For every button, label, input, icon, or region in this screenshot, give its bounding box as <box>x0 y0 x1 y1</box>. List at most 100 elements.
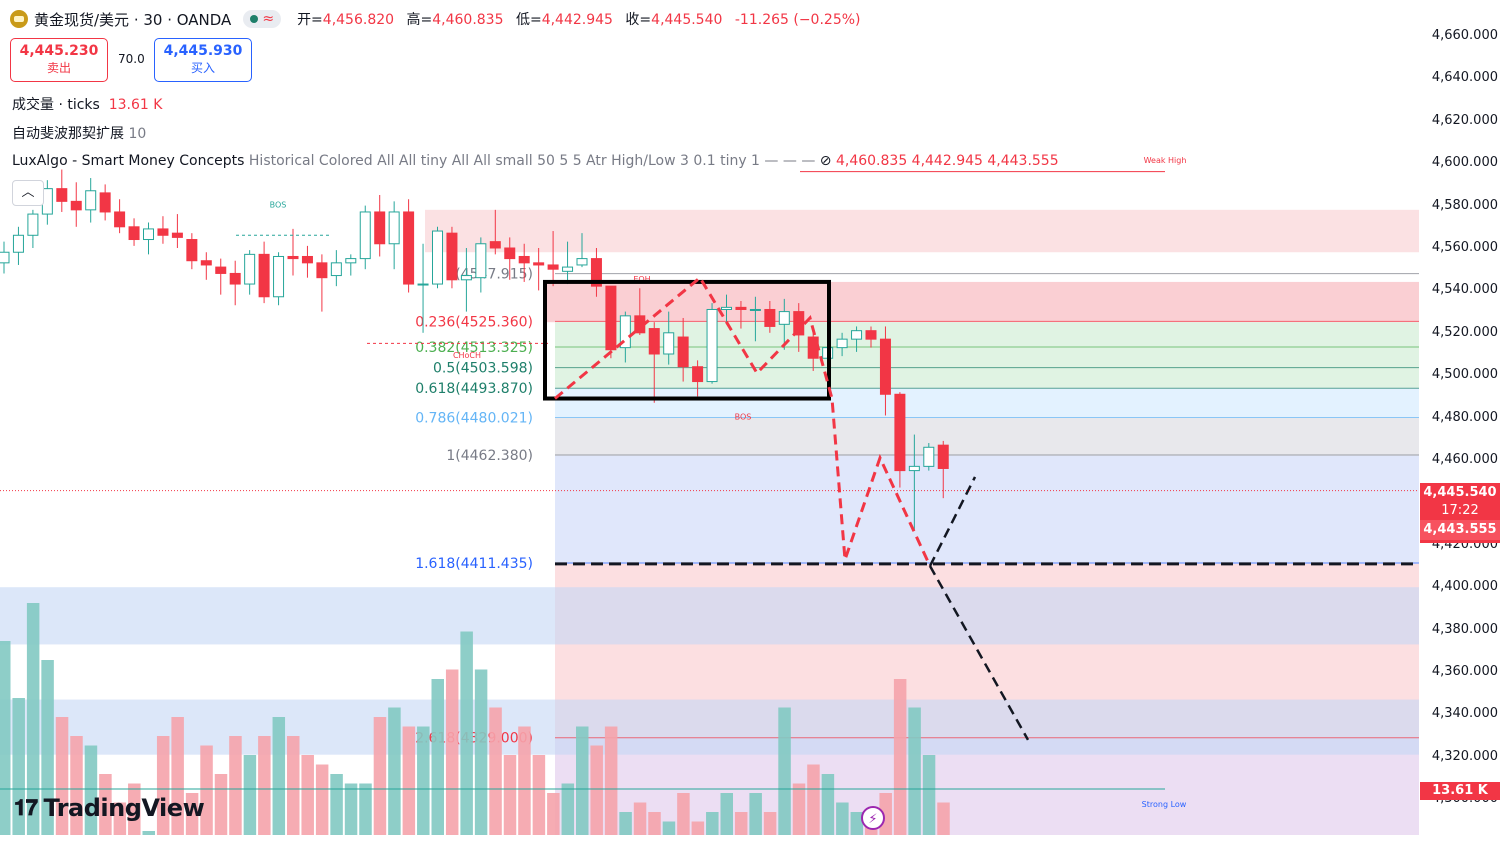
change-value: -11.265 (−0.25%) <box>734 12 861 28</box>
volume-bar <box>431 679 444 835</box>
candle-body <box>590 258 602 287</box>
volume-bar <box>171 717 184 835</box>
candle-body <box>229 272 241 285</box>
fib-1618-zone <box>555 455 1419 564</box>
volume-bar <box>662 821 676 835</box>
volume-bar <box>937 802 950 835</box>
volume-bar <box>243 755 257 835</box>
volume-bar <box>128 783 141 835</box>
candle-body <box>489 241 501 249</box>
volume-bar <box>359 783 372 835</box>
candle-body <box>518 255 530 264</box>
volume-bar <box>706 812 719 835</box>
volume-bar <box>547 793 560 835</box>
candle-body <box>663 332 675 355</box>
candle-body <box>619 315 631 349</box>
volume-bar <box>315 764 329 835</box>
collapse-legend-button[interactable]: ︿ <box>12 180 44 206</box>
sell-button[interactable]: 4,445.230 卖出 <box>10 38 108 82</box>
candle-body <box>359 211 371 260</box>
price-tick: 4,380.000 <box>1431 621 1498 637</box>
volume-bar <box>691 821 705 835</box>
candle-body <box>186 239 198 262</box>
supply-zone <box>425 209 1419 253</box>
volume-bar <box>0 641 11 835</box>
candle-body <box>143 228 154 241</box>
strong-low-label: Strong Low <box>1142 800 1187 809</box>
candle-body <box>879 338 891 395</box>
volume-bar <box>229 736 242 835</box>
price-tick: 4,560.000 <box>1431 240 1498 255</box>
price-tick: 4,540.000 <box>1431 282 1498 298</box>
volume-bar <box>330 774 343 835</box>
volume-indicator-legend[interactable]: 成交量 · ticks 13.61 K <box>12 97 163 113</box>
candle-body <box>937 444 949 469</box>
candle-body <box>778 311 790 325</box>
volume-bar <box>503 755 517 835</box>
fib-label: 0.618(4493.870) <box>415 381 533 397</box>
volume-bar <box>836 802 849 835</box>
candle-body <box>648 328 660 355</box>
wave-icon: ≈ <box>262 11 275 27</box>
candle-body <box>417 283 429 286</box>
volume-bar <box>590 745 603 835</box>
market-status[interactable]: ≈ <box>243 10 282 28</box>
volume-bar <box>287 736 300 835</box>
price-tick: 4,620.000 <box>1431 112 1498 128</box>
candle-body <box>836 338 848 349</box>
fib-indicator-legend[interactable]: 自动斐波那契扩展 10 <box>12 126 147 142</box>
volume-bar <box>70 736 83 835</box>
eqh-label: EQH <box>633 275 650 284</box>
fib-0786-zone <box>555 387 1419 418</box>
bos-label: BOS <box>270 201 287 210</box>
candle-body <box>460 275 472 281</box>
fib-label: 0.236(4525.360) <box>415 314 533 330</box>
spread-value: 70.0 <box>118 52 145 66</box>
price-tick: 4,320.000 <box>1431 748 1498 764</box>
volume-bar <box>344 783 358 835</box>
symbol-title[interactable]: 黄金现货/美元 · 30 · OANDA <box>34 10 232 29</box>
lightning-icon[interactable]: ⚡ <box>861 806 885 830</box>
volume-bar <box>258 736 271 835</box>
chevron-up-icon: ︿ <box>21 185 35 200</box>
volume-bar <box>576 726 589 835</box>
volume-bar <box>445 669 459 835</box>
buy-button[interactable]: 4,445.930 买入 <box>154 38 252 82</box>
candle-body <box>27 213 39 236</box>
price-tick: 4,500.000 <box>1431 367 1498 383</box>
ohlc-readout: 开=4,456.820 高=4,460.835 低=4,442.945 收=4,… <box>297 12 861 28</box>
volume-bar <box>402 726 416 835</box>
market-open-icon <box>250 15 259 23</box>
candle-body <box>99 192 111 213</box>
candle-body <box>562 266 574 272</box>
candle-body <box>677 336 689 368</box>
candle-body <box>12 234 24 253</box>
price-tick: 4,580.000 <box>1431 197 1498 213</box>
volume-bar <box>734 812 748 835</box>
volume-bar <box>850 812 864 835</box>
candle-body <box>85 190 97 211</box>
smc-indicator-legend[interactable]: LuxAlgo - Smart Money Concepts Historica… <box>12 153 1059 169</box>
volume-bar <box>633 802 647 835</box>
candle-body <box>215 266 227 274</box>
hidden-icon: ⊘ <box>819 153 832 169</box>
candle-body <box>70 200 82 211</box>
volume-bar <box>417 726 430 835</box>
price-tick: 4,640.000 <box>1431 70 1498 86</box>
volume-bar <box>26 603 40 835</box>
demand-zone-1 <box>0 587 1419 645</box>
price-tick: 4,480.000 <box>1431 409 1498 425</box>
candle-body <box>345 258 357 264</box>
candle-body <box>157 228 169 236</box>
candle-body <box>330 262 342 277</box>
fib-label: 2.618(4329.000) <box>415 731 533 747</box>
gold-coin-icon <box>10 10 28 28</box>
volume-bar <box>388 707 401 835</box>
fib-label: 0.382(4513.325) <box>415 340 533 356</box>
candle-body <box>706 308 718 383</box>
volume-bar <box>792 783 806 835</box>
tv-logo-icon: 𝟏𝟕 <box>14 795 38 821</box>
premium-zone <box>545 281 1419 323</box>
volume-bar <box>301 755 314 835</box>
